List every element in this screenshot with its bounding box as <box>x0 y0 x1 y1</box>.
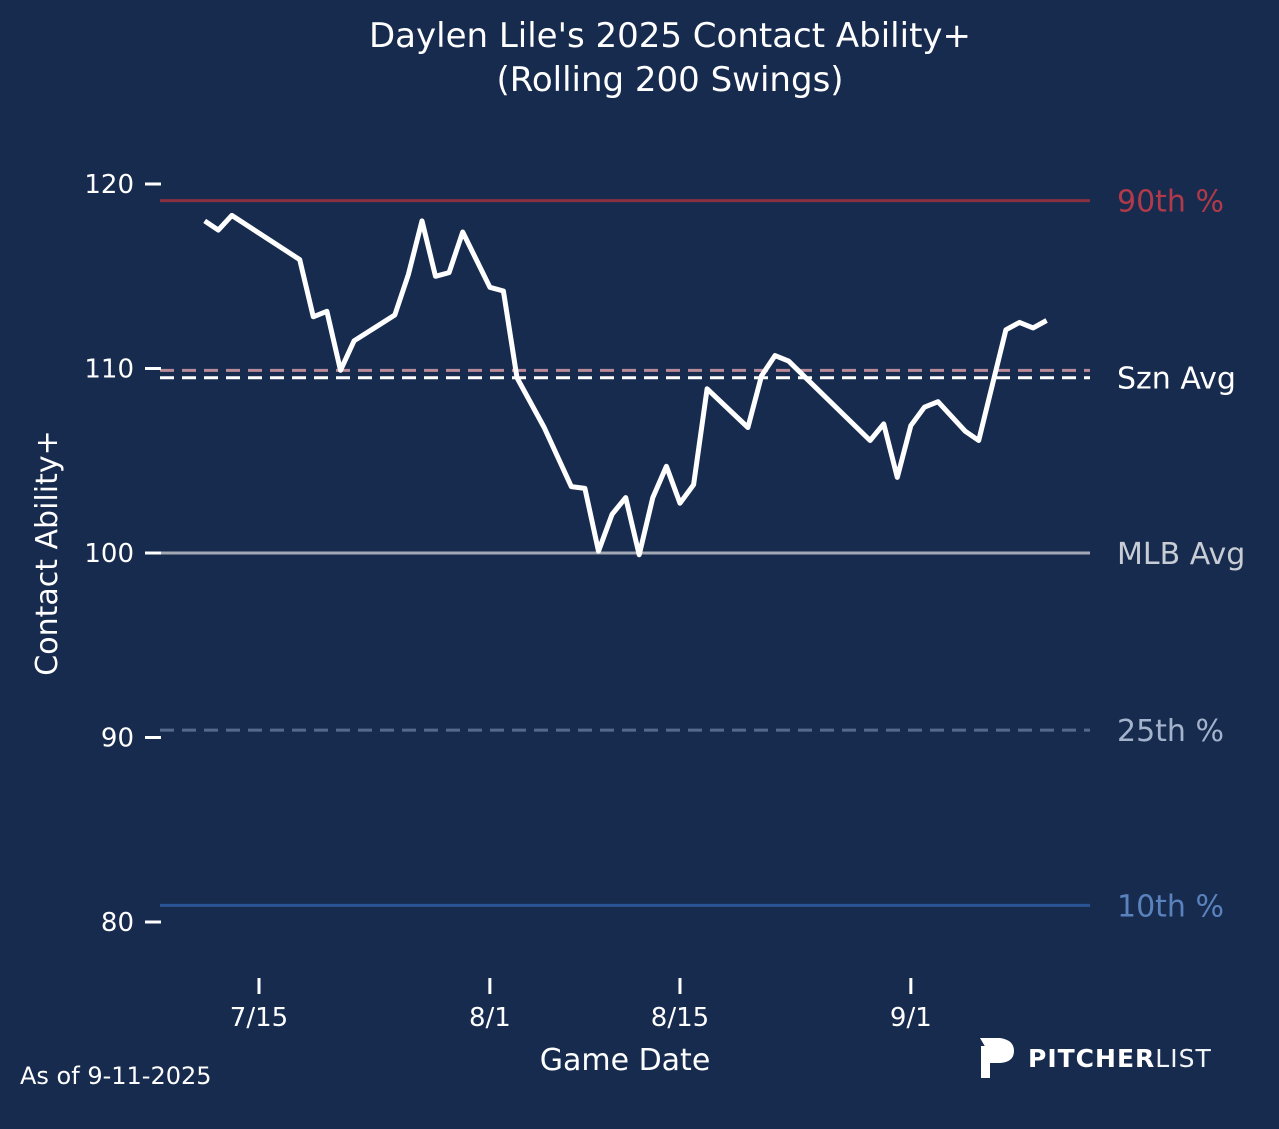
as-of-date: As of 9-11-2025 <box>20 1062 212 1090</box>
y-tick-label: 90 <box>101 724 134 754</box>
pitcherlist-p-icon <box>980 1038 1014 1078</box>
reference-label: 90th % <box>1117 185 1224 220</box>
reference-label: MLB Avg <box>1117 537 1245 572</box>
chart-subtitle: (Rolling 200 Swings) <box>496 60 844 100</box>
reference-label: Szn Avg <box>1117 362 1236 397</box>
reference-label: 10th % <box>1117 889 1224 924</box>
series-line <box>203 212 1048 558</box>
x-axis-label: Game Date <box>540 1043 711 1078</box>
y-tick-label: 110 <box>84 355 134 385</box>
x-tick-label: 8/15 <box>651 1003 709 1033</box>
y-tick-label: 120 <box>84 170 134 200</box>
pitcherlist-logo: PITCHERLIST <box>978 1036 1212 1080</box>
reference-label: 25th % <box>1117 714 1224 749</box>
chart-title: Daylen Lile's 2025 Contact Ability+ <box>368 16 972 56</box>
logo-text-light: LIST <box>1155 1043 1212 1073</box>
x-tick-label: 9/1 <box>890 1003 932 1033</box>
y-axis-label: Contact Ability+ <box>30 430 65 675</box>
logo-text-bold: PITCHER <box>1028 1043 1156 1073</box>
x-tick-label: 7/15 <box>230 1003 288 1033</box>
y-tick-label: 100 <box>84 539 134 569</box>
x-tick-label: 8/1 <box>469 1003 511 1033</box>
y-tick-label: 80 <box>101 908 134 938</box>
